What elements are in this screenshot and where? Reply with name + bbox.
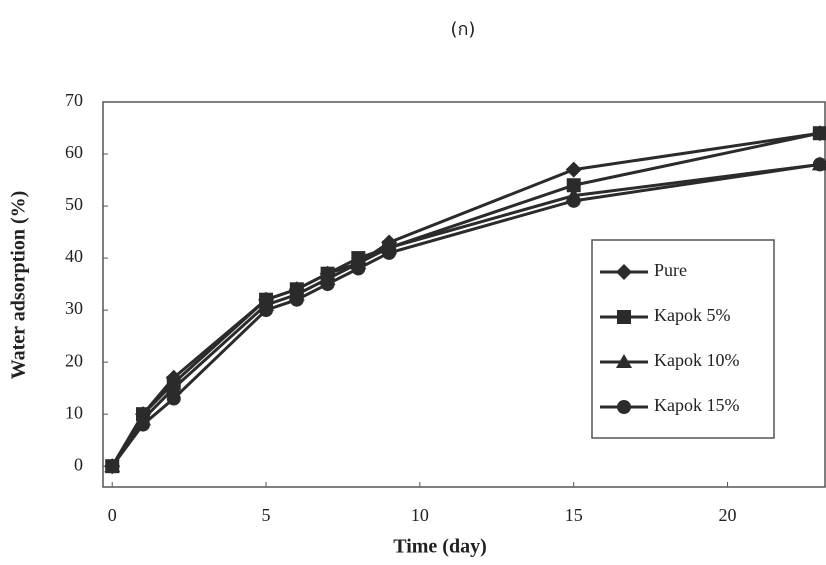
legend-label: Pure xyxy=(654,260,687,280)
x-tick-label: 15 xyxy=(565,505,583,525)
y-tick-label: 60 xyxy=(65,142,83,162)
legend-label: Kapok 10% xyxy=(654,350,739,370)
marker xyxy=(617,310,631,324)
y-tick-label: 30 xyxy=(65,298,83,318)
chart-title: (ก) xyxy=(451,19,476,40)
marker xyxy=(321,277,335,291)
x-tick-label: 20 xyxy=(719,505,737,525)
marker xyxy=(813,126,826,140)
y-tick-label: 0 xyxy=(74,454,83,474)
y-tick-label: 10 xyxy=(65,402,83,422)
x-tick-label: 5 xyxy=(262,505,271,525)
page: (ก) Time (day) Water adsorption (%) 0 10 2… xyxy=(0,0,826,565)
y-tick-label: 70 xyxy=(65,90,83,110)
legend-label: Kapok 5% xyxy=(654,305,730,325)
marker xyxy=(290,293,304,307)
y-tick-label: 20 xyxy=(65,350,83,370)
legend-label: Kapok 15% xyxy=(654,395,739,415)
x-tick-label: 10 xyxy=(411,505,429,525)
y-tick-label: 40 xyxy=(65,246,83,266)
marker xyxy=(136,418,150,432)
marker xyxy=(617,400,631,414)
marker xyxy=(351,261,365,275)
marker xyxy=(105,459,119,473)
x-tick-label: 0 xyxy=(108,505,117,525)
marker xyxy=(259,303,273,317)
y-axis-label: Water adsorption (%) xyxy=(8,191,30,380)
chart: (ก) Time (day) Water adsorption (%) 0 10 2… xyxy=(0,0,826,565)
marker xyxy=(382,246,396,260)
y-tick-label: 50 xyxy=(65,194,83,214)
marker xyxy=(567,194,581,208)
marker xyxy=(167,392,181,406)
x-axis-label: Time (day) xyxy=(393,536,487,558)
marker xyxy=(566,162,582,178)
